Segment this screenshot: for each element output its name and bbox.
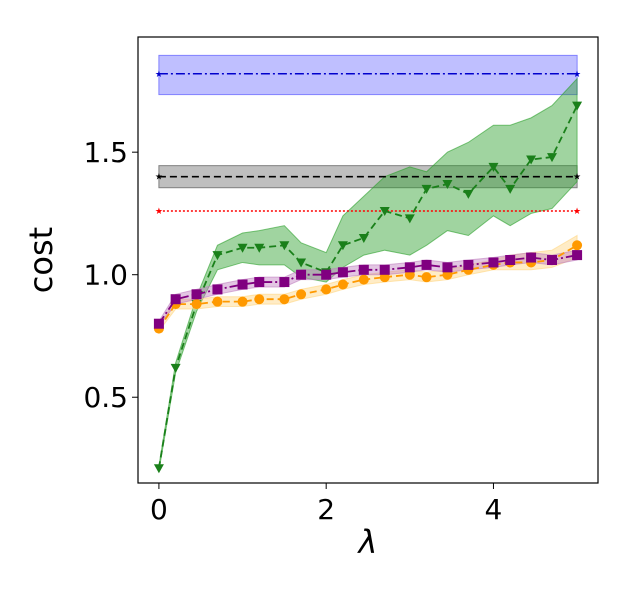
series-point-1-6 [279, 294, 290, 305]
series-point-2-18 [526, 252, 537, 263]
series-point-2-17 [505, 255, 516, 265]
series-point-0-17 [505, 184, 516, 194]
plot-frame [137, 36, 599, 484]
y-tick-label-2: 1.5 [83, 136, 128, 169]
reference-lines: ★ ★ ★ ★ ★ ★ [155, 70, 581, 217]
reference-band-0 [158, 54, 578, 96]
x-tick-label-0: 0 [150, 493, 168, 526]
series-point-0-18 [526, 155, 537, 165]
reference-marker-1-0: ★ [155, 173, 163, 183]
series-point-2-16 [488, 257, 499, 268]
series-point-0-9 [337, 241, 348, 251]
series-point-2-6 [279, 277, 290, 288]
series-line-0 [158, 105, 578, 469]
series-point-2-1 [170, 294, 181, 305]
y-axis-label: cost [22, 227, 60, 293]
series-point-1-20 [572, 240, 583, 251]
series-point-0-15 [463, 189, 474, 199]
series-point-0-3 [212, 251, 223, 261]
series-point-0-14 [442, 180, 453, 190]
x-axis: 0 2 4 [150, 483, 502, 526]
series-point-2-2 [191, 289, 202, 300]
x-tick-label-1: 2 [317, 493, 335, 526]
series-point-1-7 [296, 289, 307, 300]
y-tick-label-1: 1.0 [83, 259, 128, 292]
series-point-0-20 [572, 101, 583, 111]
series-point-2-10 [358, 264, 369, 275]
series-lines [153, 101, 583, 474]
reference-marker-1-1: ★ [573, 173, 581, 183]
series-point-1-8 [321, 284, 332, 295]
series-point-0-1 [170, 363, 181, 373]
reference-marker-0-0: ★ [155, 70, 163, 80]
reference-marker-0-1: ★ [573, 70, 581, 80]
series-point-1-9 [337, 279, 348, 290]
x-axis-label: λ [357, 523, 378, 561]
series-point-2-13 [421, 259, 432, 270]
series-point-2-19 [547, 255, 557, 265]
series-point-2-7 [296, 269, 307, 280]
series-point-0-19 [547, 153, 557, 163]
series-point-0-7 [296, 258, 307, 268]
series-point-0-12 [404, 214, 415, 224]
series-point-2-20 [572, 250, 583, 261]
series-point-2-12 [404, 262, 415, 273]
series-point-0-6 [279, 241, 290, 251]
series-point-2-3 [212, 284, 223, 295]
series-point-0-10 [358, 233, 369, 243]
series-point-2-9 [337, 267, 348, 278]
series-point-2-15 [463, 259, 474, 270]
series-point-1-13 [421, 272, 432, 283]
series-point-2-14 [442, 262, 453, 273]
y-tick-label-0: 0.5 [83, 381, 128, 414]
series-point-0-4 [237, 243, 248, 253]
series-point-2-5 [254, 277, 265, 288]
series-point-2-0 [153, 318, 164, 329]
series-point-0-13 [421, 184, 432, 194]
series-point-2-4 [237, 279, 248, 290]
series-point-1-5 [254, 294, 265, 305]
series-point-1-3 [212, 296, 223, 307]
series-point-2-11 [379, 264, 390, 275]
y-axis: 0.5 1.0 1.5 [83, 136, 138, 414]
series-point-1-4 [237, 296, 248, 307]
series-point-1-10 [358, 274, 369, 285]
reference-marker-2-1: ★ [573, 207, 581, 217]
series-point-0-11 [379, 206, 390, 216]
series-point-0-0 [153, 464, 164, 474]
series-point-0-16 [488, 162, 499, 172]
reference-marker-2-0: ★ [155, 207, 163, 217]
series-point-0-5 [254, 243, 265, 253]
x-tick-label-2: 4 [485, 493, 503, 526]
series-point-1-2 [191, 299, 202, 310]
series-point-2-8 [321, 269, 332, 280]
